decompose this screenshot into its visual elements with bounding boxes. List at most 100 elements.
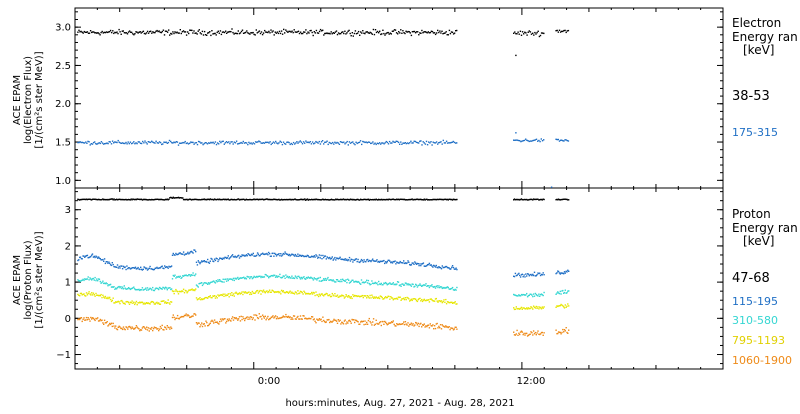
data-point: [219, 320, 221, 323]
data-point: [368, 32, 370, 34]
data-point: [211, 319, 213, 322]
data-point: [336, 141, 338, 144]
data-point: [371, 280, 373, 282]
data-point: [128, 325, 131, 328]
data-point: [258, 290, 260, 293]
data-point: [345, 142, 347, 144]
proton-legend-310-580: 310-580: [732, 314, 778, 327]
data-point: [344, 280, 346, 282]
data-point: [158, 30, 160, 32]
data-point: [256, 275, 258, 278]
data-point: [367, 198, 370, 200]
data-point: [342, 258, 345, 261]
data-point: [534, 307, 537, 309]
data-point: [257, 31, 260, 33]
data-point: [565, 270, 567, 272]
data-point: [327, 276, 329, 279]
data-point: [414, 140, 416, 143]
data-point: [289, 277, 291, 279]
data-point: [191, 29, 193, 32]
data-point: [264, 141, 267, 143]
data-point: [334, 31, 337, 33]
data-point: [197, 298, 199, 300]
data-point: [126, 300, 128, 303]
data-point: [341, 278, 344, 280]
data-point: [560, 272, 562, 274]
data-point: [322, 254, 324, 257]
data-point: [556, 138, 558, 141]
data-point: [384, 296, 387, 298]
data-point: [214, 321, 217, 323]
data-point: [308, 32, 310, 34]
data-point: [135, 142, 137, 144]
data-point: [286, 30, 288, 33]
data-point: [438, 285, 440, 287]
data-point: [153, 31, 155, 34]
data-point: [205, 198, 207, 201]
data-point: [390, 322, 392, 324]
data-point: [114, 288, 116, 290]
data-point: [381, 320, 383, 323]
data-point: [427, 299, 430, 301]
data-point: [138, 288, 140, 291]
data-point: [152, 31, 154, 33]
data-point: [278, 198, 280, 201]
data-point: [145, 32, 148, 34]
data-point: [395, 32, 398, 34]
data-point: [257, 292, 260, 294]
data-point: [439, 30, 441, 32]
data-point: [106, 297, 108, 300]
data-point: [124, 303, 126, 305]
data-point: [88, 291, 90, 293]
data-point: [540, 198, 543, 201]
data-point: [212, 320, 214, 323]
data-point: [148, 141, 151, 143]
data-point: [233, 198, 235, 201]
data-point: [522, 140, 524, 142]
data-point: [256, 276, 259, 278]
y-tick-label: 1.0: [55, 176, 71, 187]
data-point: [448, 267, 450, 269]
proton-ylabel-line1: ACE EPAM: [12, 255, 23, 305]
data-point: [359, 323, 361, 325]
data-point: [164, 302, 166, 304]
data-point: [140, 198, 142, 201]
data-point: [201, 30, 204, 33]
data-point: [217, 30, 219, 32]
data-point: [335, 295, 338, 297]
data-point: [416, 324, 419, 326]
data-point: [194, 313, 196, 315]
electron-legend-title-3: [keV]: [743, 43, 774, 57]
data-point: [164, 198, 167, 201]
data-point: [209, 282, 211, 284]
data-point: [272, 315, 274, 317]
data-point: [264, 292, 266, 294]
data-point: [532, 198, 535, 200]
data-point: [535, 334, 537, 336]
data-point: [115, 301, 118, 303]
data-point: [564, 272, 566, 274]
data-point: [428, 199, 431, 201]
data-point: [227, 320, 229, 322]
data-point: [315, 278, 317, 280]
data-point: [183, 254, 186, 256]
data-point: [262, 199, 265, 201]
data-point: [262, 291, 264, 293]
data-point: [113, 198, 115, 200]
data-point: [513, 334, 516, 336]
data-point: [369, 31, 371, 34]
data-point: [418, 284, 420, 286]
data-point: [162, 267, 164, 269]
data-point: [164, 288, 166, 290]
data-point: [321, 320, 323, 323]
data-point: [188, 274, 190, 276]
data-point: [371, 142, 373, 144]
data-point: [139, 301, 141, 303]
data-point: [149, 303, 151, 305]
data-point: [299, 315, 302, 317]
y-tick-label: 1.5: [55, 138, 71, 149]
data-point: [411, 324, 413, 326]
data-point: [421, 285, 424, 287]
data-point: [220, 198, 223, 201]
data-point: [222, 319, 224, 321]
